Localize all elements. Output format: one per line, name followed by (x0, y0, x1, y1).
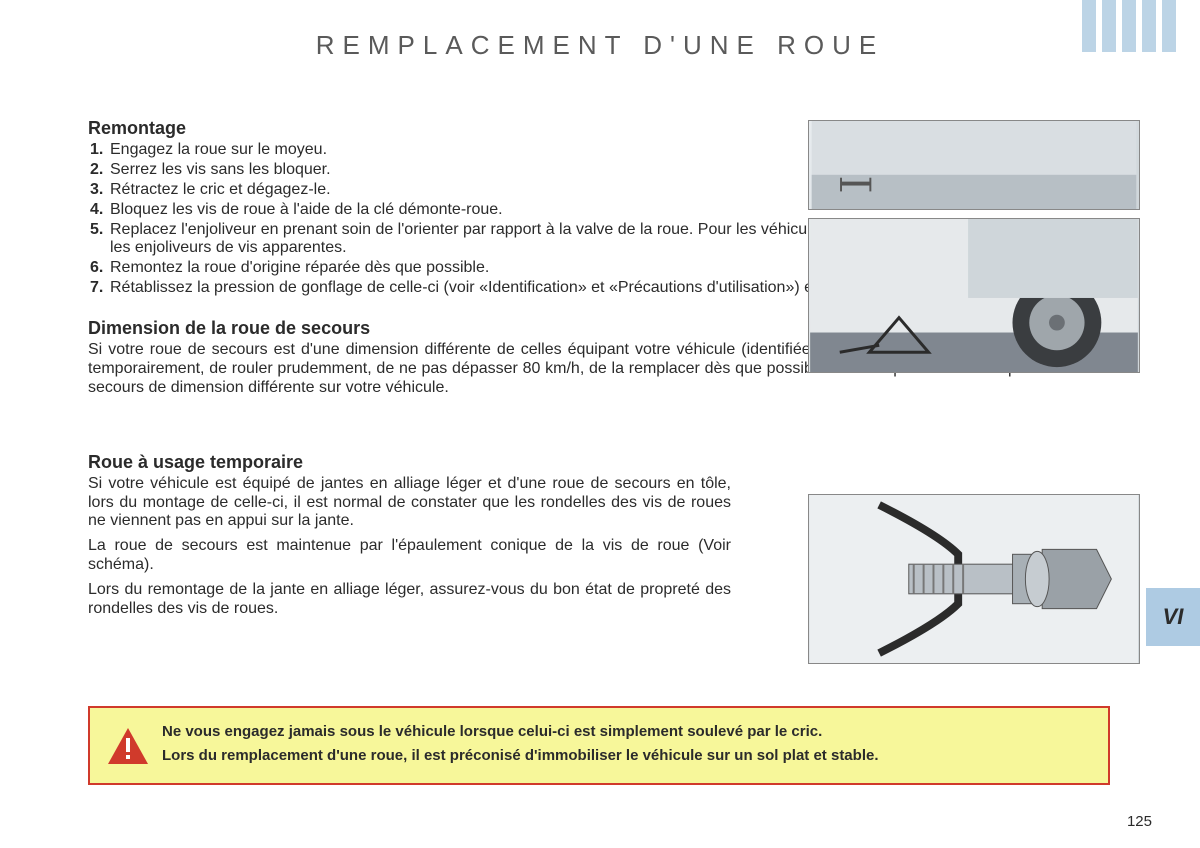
temporary-wheel-p3: Lors du remontage de la jante en alliage… (88, 581, 731, 619)
temporary-wheel-p2: La roue de secours est maintenue par l'é… (88, 537, 731, 575)
temporary-wheel-heading: Roue à usage temporaire (88, 452, 1140, 473)
jack-point-image (808, 120, 1140, 210)
wheel-bolt-image (808, 494, 1140, 664)
step-number: 5. (90, 221, 110, 259)
warning-line-1: Ne vous engagez jamais sous le véhicule … (162, 722, 1086, 742)
step-number: 1. (90, 141, 110, 160)
warning-line-2: Lors du remplacement d'une roue, il est … (162, 746, 1086, 766)
step-number: 4. (90, 201, 110, 220)
step-number: 6. (90, 259, 110, 278)
page-number: 125 (1127, 813, 1152, 830)
step-number: 3. (90, 181, 110, 200)
step-number: 7. (90, 279, 110, 298)
warning-text: Ne vous engagez jamais sous le véhicule … (162, 722, 1086, 765)
chapter-tab: VI (1146, 588, 1200, 646)
temporary-wheel-p1: Si votre véhicule est équipé de jantes e… (88, 475, 731, 532)
jack-wheel-image (808, 218, 1140, 373)
warning-box: Ne vous engagez jamais sous le véhicule … (88, 706, 1110, 785)
warning-icon (106, 726, 150, 766)
page-title: REMPLACEMENT D'UNE ROUE (0, 30, 1200, 61)
step-number: 2. (90, 161, 110, 180)
chapter-label: VI (1163, 604, 1184, 630)
